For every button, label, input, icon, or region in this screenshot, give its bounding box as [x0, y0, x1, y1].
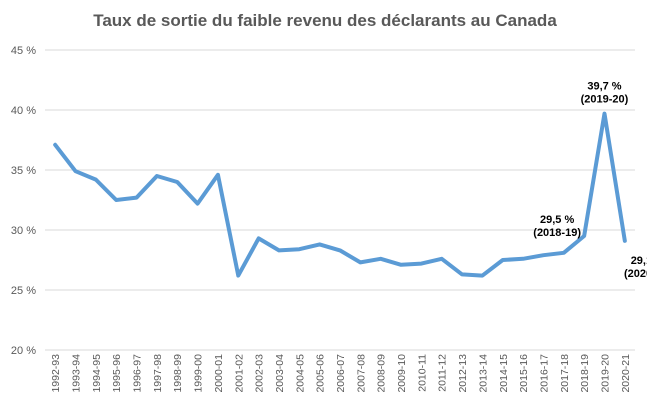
x-tick-label: 2007-08 — [355, 354, 367, 393]
x-tick-label: 2003-04 — [274, 354, 286, 393]
x-tick-label: 2009-10 — [396, 354, 408, 393]
x-tick-label: 2000-01 — [213, 354, 225, 393]
data-label-value: 29,5 % — [540, 214, 574, 226]
x-tick-label: 1998-99 — [172, 354, 184, 393]
x-tick-label: 2010-11 — [416, 354, 428, 392]
y-tick-label: 40 % — [11, 105, 36, 117]
series-line — [55, 114, 625, 276]
x-tick-label: 2011-12 — [437, 354, 449, 392]
x-tick-label: 1993-94 — [71, 354, 83, 393]
x-tick-label: 1995-96 — [111, 354, 123, 393]
x-tick-label: 2015-16 — [518, 354, 530, 393]
x-tick-label: 2008-09 — [376, 354, 388, 393]
data-label-period: (2018-19) — [533, 227, 581, 239]
x-tick-label: 1992-93 — [50, 354, 62, 393]
y-tick-label: 30 % — [11, 225, 36, 237]
x-tick-label: 2016-17 — [538, 354, 550, 393]
data-label-value: 29,1 % — [631, 255, 647, 267]
data-label-value: 39,7 % — [587, 81, 621, 93]
x-tick-label: 1999-00 — [193, 354, 205, 393]
x-tick-label: 2012-13 — [457, 354, 469, 393]
x-tick-label: 2006-07 — [335, 354, 347, 393]
x-tick-label: 1997-98 — [152, 354, 164, 393]
data-label-period: (2020-21) — [624, 268, 647, 280]
x-tick-label: 2013-14 — [477, 354, 489, 393]
x-tick-label: 2004-05 — [294, 354, 306, 393]
x-tick-label: 1996-97 — [132, 354, 144, 393]
x-tick-label: 2019-20 — [599, 354, 611, 393]
y-tick-label: 25 % — [11, 285, 36, 297]
x-tick-label: 2014-15 — [498, 354, 510, 393]
x-tick-label: 2002-03 — [254, 354, 266, 393]
x-tick-label: 2020-21 — [620, 354, 632, 393]
x-tick-label: 1994-95 — [91, 354, 103, 393]
x-tick-label: 2018-19 — [579, 354, 591, 393]
x-tick-label: 2001-02 — [233, 354, 245, 393]
x-tick-label: 2017-18 — [559, 354, 571, 393]
data-label-period: (2019-20) — [581, 94, 629, 106]
y-tick-label: 35 % — [11, 165, 36, 177]
x-tick-label: 2005-06 — [315, 354, 327, 393]
y-tick-label: 45 % — [11, 45, 36, 57]
y-tick-label: 20 % — [11, 345, 36, 357]
chart-title: Taux de sortie du faible revenu des décl… — [93, 11, 557, 30]
